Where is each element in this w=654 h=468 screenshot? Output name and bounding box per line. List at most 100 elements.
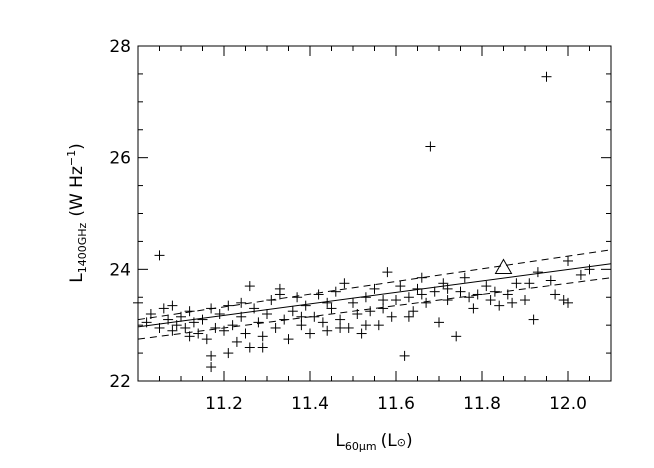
data-point bbox=[283, 334, 294, 345]
data-point bbox=[584, 264, 595, 275]
data-point bbox=[412, 283, 423, 294]
data-point bbox=[305, 328, 315, 339]
data-point bbox=[472, 289, 483, 300]
data-point bbox=[210, 322, 221, 333]
data-point bbox=[206, 362, 217, 373]
data-point bbox=[550, 289, 561, 300]
data-point bbox=[545, 275, 556, 286]
data-point bbox=[270, 322, 281, 333]
data-point bbox=[201, 334, 212, 345]
data-point bbox=[386, 311, 397, 322]
data-point bbox=[154, 250, 165, 261]
data-point bbox=[240, 328, 251, 339]
data-point bbox=[442, 283, 453, 294]
data-point bbox=[279, 314, 290, 325]
data-point bbox=[528, 314, 539, 325]
data-point bbox=[317, 317, 328, 328]
data-point bbox=[287, 306, 298, 317]
data-point bbox=[438, 278, 449, 289]
fit-lines bbox=[137, 249, 612, 340]
data-point bbox=[300, 300, 311, 311]
data-point bbox=[231, 336, 242, 347]
data-point bbox=[352, 309, 363, 319]
data-point bbox=[206, 350, 217, 361]
data-point bbox=[141, 317, 152, 328]
axis-ticks bbox=[138, 45, 611, 382]
data-point bbox=[391, 295, 401, 306]
data-point bbox=[171, 320, 182, 331]
bound-line bbox=[137, 277, 612, 340]
data-point bbox=[403, 311, 414, 322]
data-point bbox=[502, 289, 513, 300]
data-point bbox=[507, 297, 518, 308]
data-point bbox=[296, 311, 307, 322]
fit-line bbox=[137, 263, 612, 328]
plot-frame bbox=[137, 45, 612, 382]
triangle-point bbox=[494, 258, 513, 275]
data-point bbox=[330, 286, 341, 297]
data-point bbox=[227, 320, 238, 331]
data-point bbox=[266, 295, 277, 306]
data-point bbox=[244, 342, 255, 353]
x-tick-label: 12.0 bbox=[549, 394, 587, 414]
data-point bbox=[309, 311, 320, 322]
tick-labels: 11.2 11.4 11.6 11.8 12.0 22 24 26 28 bbox=[109, 37, 587, 414]
data-point bbox=[188, 317, 199, 328]
y-tick-label: 24 bbox=[109, 260, 131, 280]
data-point bbox=[313, 289, 324, 300]
data-point bbox=[296, 320, 307, 331]
data-point bbox=[253, 317, 264, 328]
data-point bbox=[262, 309, 272, 319]
data-point bbox=[468, 303, 479, 314]
data-point bbox=[575, 269, 586, 280]
data-point bbox=[339, 278, 350, 289]
data-point bbox=[356, 328, 367, 339]
data-point bbox=[343, 322, 354, 333]
data-point bbox=[558, 295, 569, 306]
data-point bbox=[197, 314, 208, 325]
data-point bbox=[223, 300, 234, 311]
data-point bbox=[236, 297, 247, 308]
data-point bbox=[154, 322, 165, 333]
data-point bbox=[442, 295, 453, 306]
data-point bbox=[373, 320, 384, 331]
data-point bbox=[145, 309, 156, 319]
data-point bbox=[563, 255, 573, 266]
data-point bbox=[378, 303, 389, 314]
data-point bbox=[326, 303, 337, 314]
data-point bbox=[541, 71, 552, 82]
data-point bbox=[416, 289, 427, 300]
data-point bbox=[369, 283, 380, 294]
data-point bbox=[408, 306, 419, 317]
data-point bbox=[257, 342, 268, 353]
data-points bbox=[133, 71, 595, 373]
y-tick-label: 22 bbox=[109, 372, 131, 392]
data-point bbox=[184, 331, 195, 342]
data-point bbox=[219, 325, 229, 336]
data-point bbox=[451, 331, 462, 342]
data-point bbox=[416, 272, 427, 283]
data-point bbox=[176, 311, 186, 322]
y-tick-label: 28 bbox=[109, 37, 131, 57]
data-point bbox=[214, 309, 225, 319]
data-point bbox=[360, 320, 371, 331]
data-point bbox=[399, 350, 410, 361]
data-point bbox=[532, 267, 543, 278]
data-point bbox=[158, 303, 169, 314]
data-point bbox=[335, 322, 346, 333]
data-point bbox=[292, 292, 303, 303]
data-point bbox=[167, 300, 178, 311]
data-point bbox=[421, 297, 432, 308]
data-point bbox=[395, 281, 406, 292]
data-point bbox=[257, 331, 268, 342]
y-tick-label: 26 bbox=[109, 149, 131, 169]
data-point bbox=[485, 295, 496, 306]
data-point bbox=[180, 322, 191, 333]
y-axis-label: L1400GHz(W Hz−1) bbox=[65, 143, 89, 282]
data-point bbox=[184, 306, 195, 317]
x-tick-label: 11.8 bbox=[463, 394, 501, 414]
x-axis-label: L60μm (L⊙) bbox=[335, 431, 412, 453]
data-point bbox=[378, 295, 389, 306]
data-point bbox=[249, 303, 260, 314]
